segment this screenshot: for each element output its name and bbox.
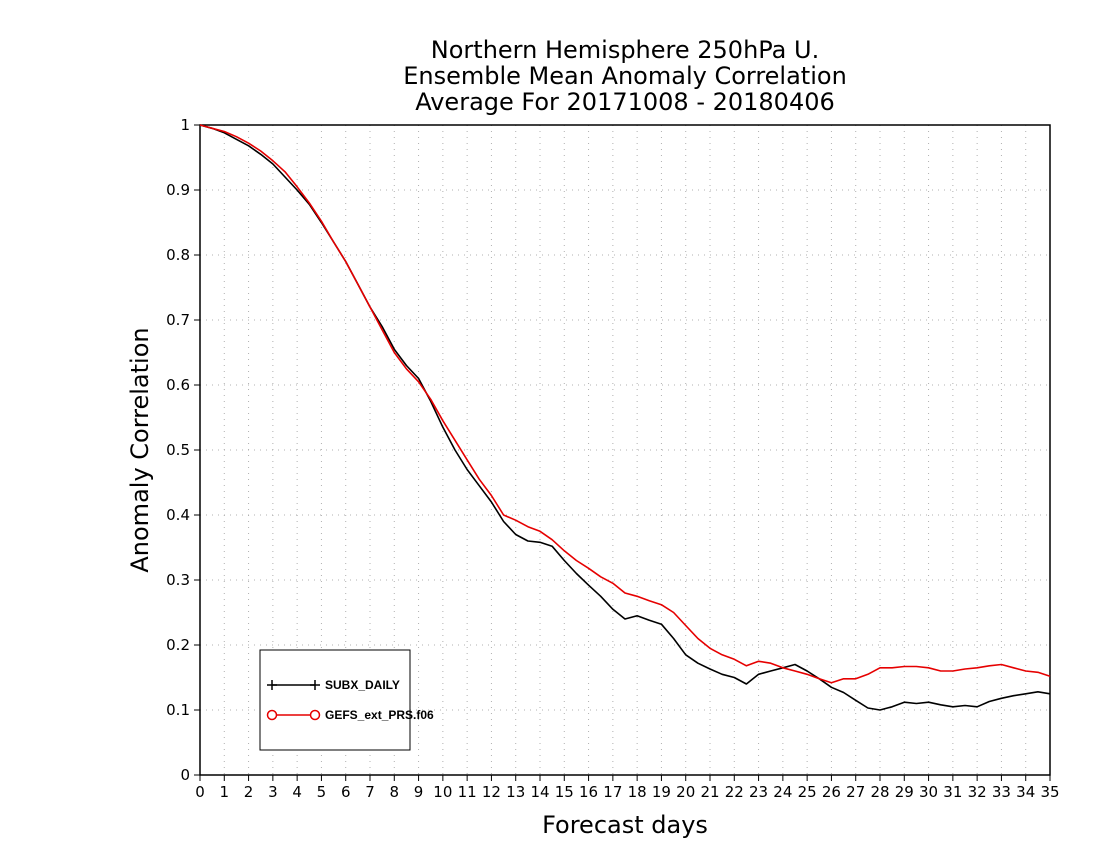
legend-marker-circle bbox=[266, 709, 278, 721]
x-tick-label: 24 bbox=[773, 783, 792, 801]
y-tick-label: 0.6 bbox=[166, 376, 190, 394]
ticks: 0 1 2 3 4 5 6 7 8 9 10 11 12 13 14 15 16 17 18 19 20 21 22 23 24… bbox=[166, 116, 1059, 801]
legend-box bbox=[259, 649, 411, 751]
x-tick-label: 14 bbox=[530, 783, 549, 801]
legend: SUBX_DAILY GEFS_ext_PRS.f06 bbox=[259, 649, 434, 751]
y-tick-label: 0.8 bbox=[166, 246, 190, 264]
y-tick-label: 0.9 bbox=[166, 181, 190, 199]
x-tick-label: 11 bbox=[458, 783, 477, 801]
x-tick-label: 31 bbox=[943, 783, 962, 801]
x-tick-label: 4 bbox=[292, 783, 302, 801]
x-tick-label: 0 bbox=[195, 783, 205, 801]
x-tick-label: 2 bbox=[244, 783, 254, 801]
x-tick-label: 12 bbox=[482, 783, 501, 801]
y-tick-label: 0.2 bbox=[166, 636, 190, 654]
x-tick-label: 35 bbox=[1040, 783, 1059, 801]
x-axis-label: Forecast days bbox=[542, 811, 708, 839]
series-line-2 bbox=[199, 124, 1051, 684]
x-tick-label: 15 bbox=[555, 783, 574, 801]
x-tick-label: 22 bbox=[725, 783, 744, 801]
y-axis-label: Anomaly Correlation bbox=[126, 327, 154, 572]
legend-item-2: GEFS_ext_PRS.f06 bbox=[266, 708, 434, 722]
legend-label-1: SUBX_DAILY bbox=[325, 678, 400, 692]
x-tick-label: 27 bbox=[846, 783, 865, 801]
x-tick-label: 34 bbox=[1016, 783, 1035, 801]
legend-item-1: SUBX_DAILY bbox=[267, 678, 400, 692]
x-tick-label: 6 bbox=[341, 783, 351, 801]
y-tick-label: 0.5 bbox=[166, 441, 190, 459]
chart-title-line-1: Northern Hemisphere 250hPa U. bbox=[431, 36, 819, 64]
grid bbox=[200, 125, 1050, 775]
y-tick-label: 0.1 bbox=[166, 701, 190, 719]
x-tick-label: 26 bbox=[822, 783, 841, 801]
x-tick-label: 33 bbox=[992, 783, 1011, 801]
x-tick-label: 29 bbox=[895, 783, 914, 801]
legend-label-2: GEFS_ext_PRS.f06 bbox=[325, 708, 434, 722]
y-tick-label: 0 bbox=[180, 766, 190, 784]
x-tick-label: 18 bbox=[628, 783, 647, 801]
x-tick-label: 23 bbox=[749, 783, 768, 801]
y-tick-label: 0.7 bbox=[166, 311, 190, 329]
y-tick-label: 0.4 bbox=[166, 506, 190, 524]
chart-title-line-3: Average For 20171008 - 20180406 bbox=[415, 88, 835, 116]
x-tick-label: 17 bbox=[603, 783, 622, 801]
x-tick-label: 25 bbox=[798, 783, 817, 801]
x-tick-label: 8 bbox=[390, 783, 400, 801]
x-tick-label: 5 bbox=[317, 783, 327, 801]
x-tick-label: 3 bbox=[268, 783, 278, 801]
x-tick-label: 19 bbox=[652, 783, 671, 801]
x-tick-label: 30 bbox=[919, 783, 938, 801]
x-tick-label: 32 bbox=[968, 783, 987, 801]
x-tick-label: 13 bbox=[506, 783, 525, 801]
x-tick-label: 9 bbox=[414, 783, 424, 801]
series bbox=[199, 124, 1051, 711]
chart-title-line-2: Ensemble Mean Anomaly Correlation bbox=[403, 62, 847, 90]
x-tick-label: 16 bbox=[579, 783, 598, 801]
x-tick-label: 7 bbox=[365, 783, 375, 801]
series-line-1 bbox=[199, 124, 1051, 711]
x-tick-label: 28 bbox=[870, 783, 889, 801]
x-tick-label: 21 bbox=[700, 783, 719, 801]
y-tick-label: 0.3 bbox=[166, 571, 190, 589]
y-tick-label: 1 bbox=[180, 116, 190, 134]
x-tick-label: 1 bbox=[220, 783, 230, 801]
x-tick-label: 10 bbox=[433, 783, 452, 801]
legend-marker-circle bbox=[309, 709, 321, 721]
x-tick-label: 20 bbox=[676, 783, 695, 801]
